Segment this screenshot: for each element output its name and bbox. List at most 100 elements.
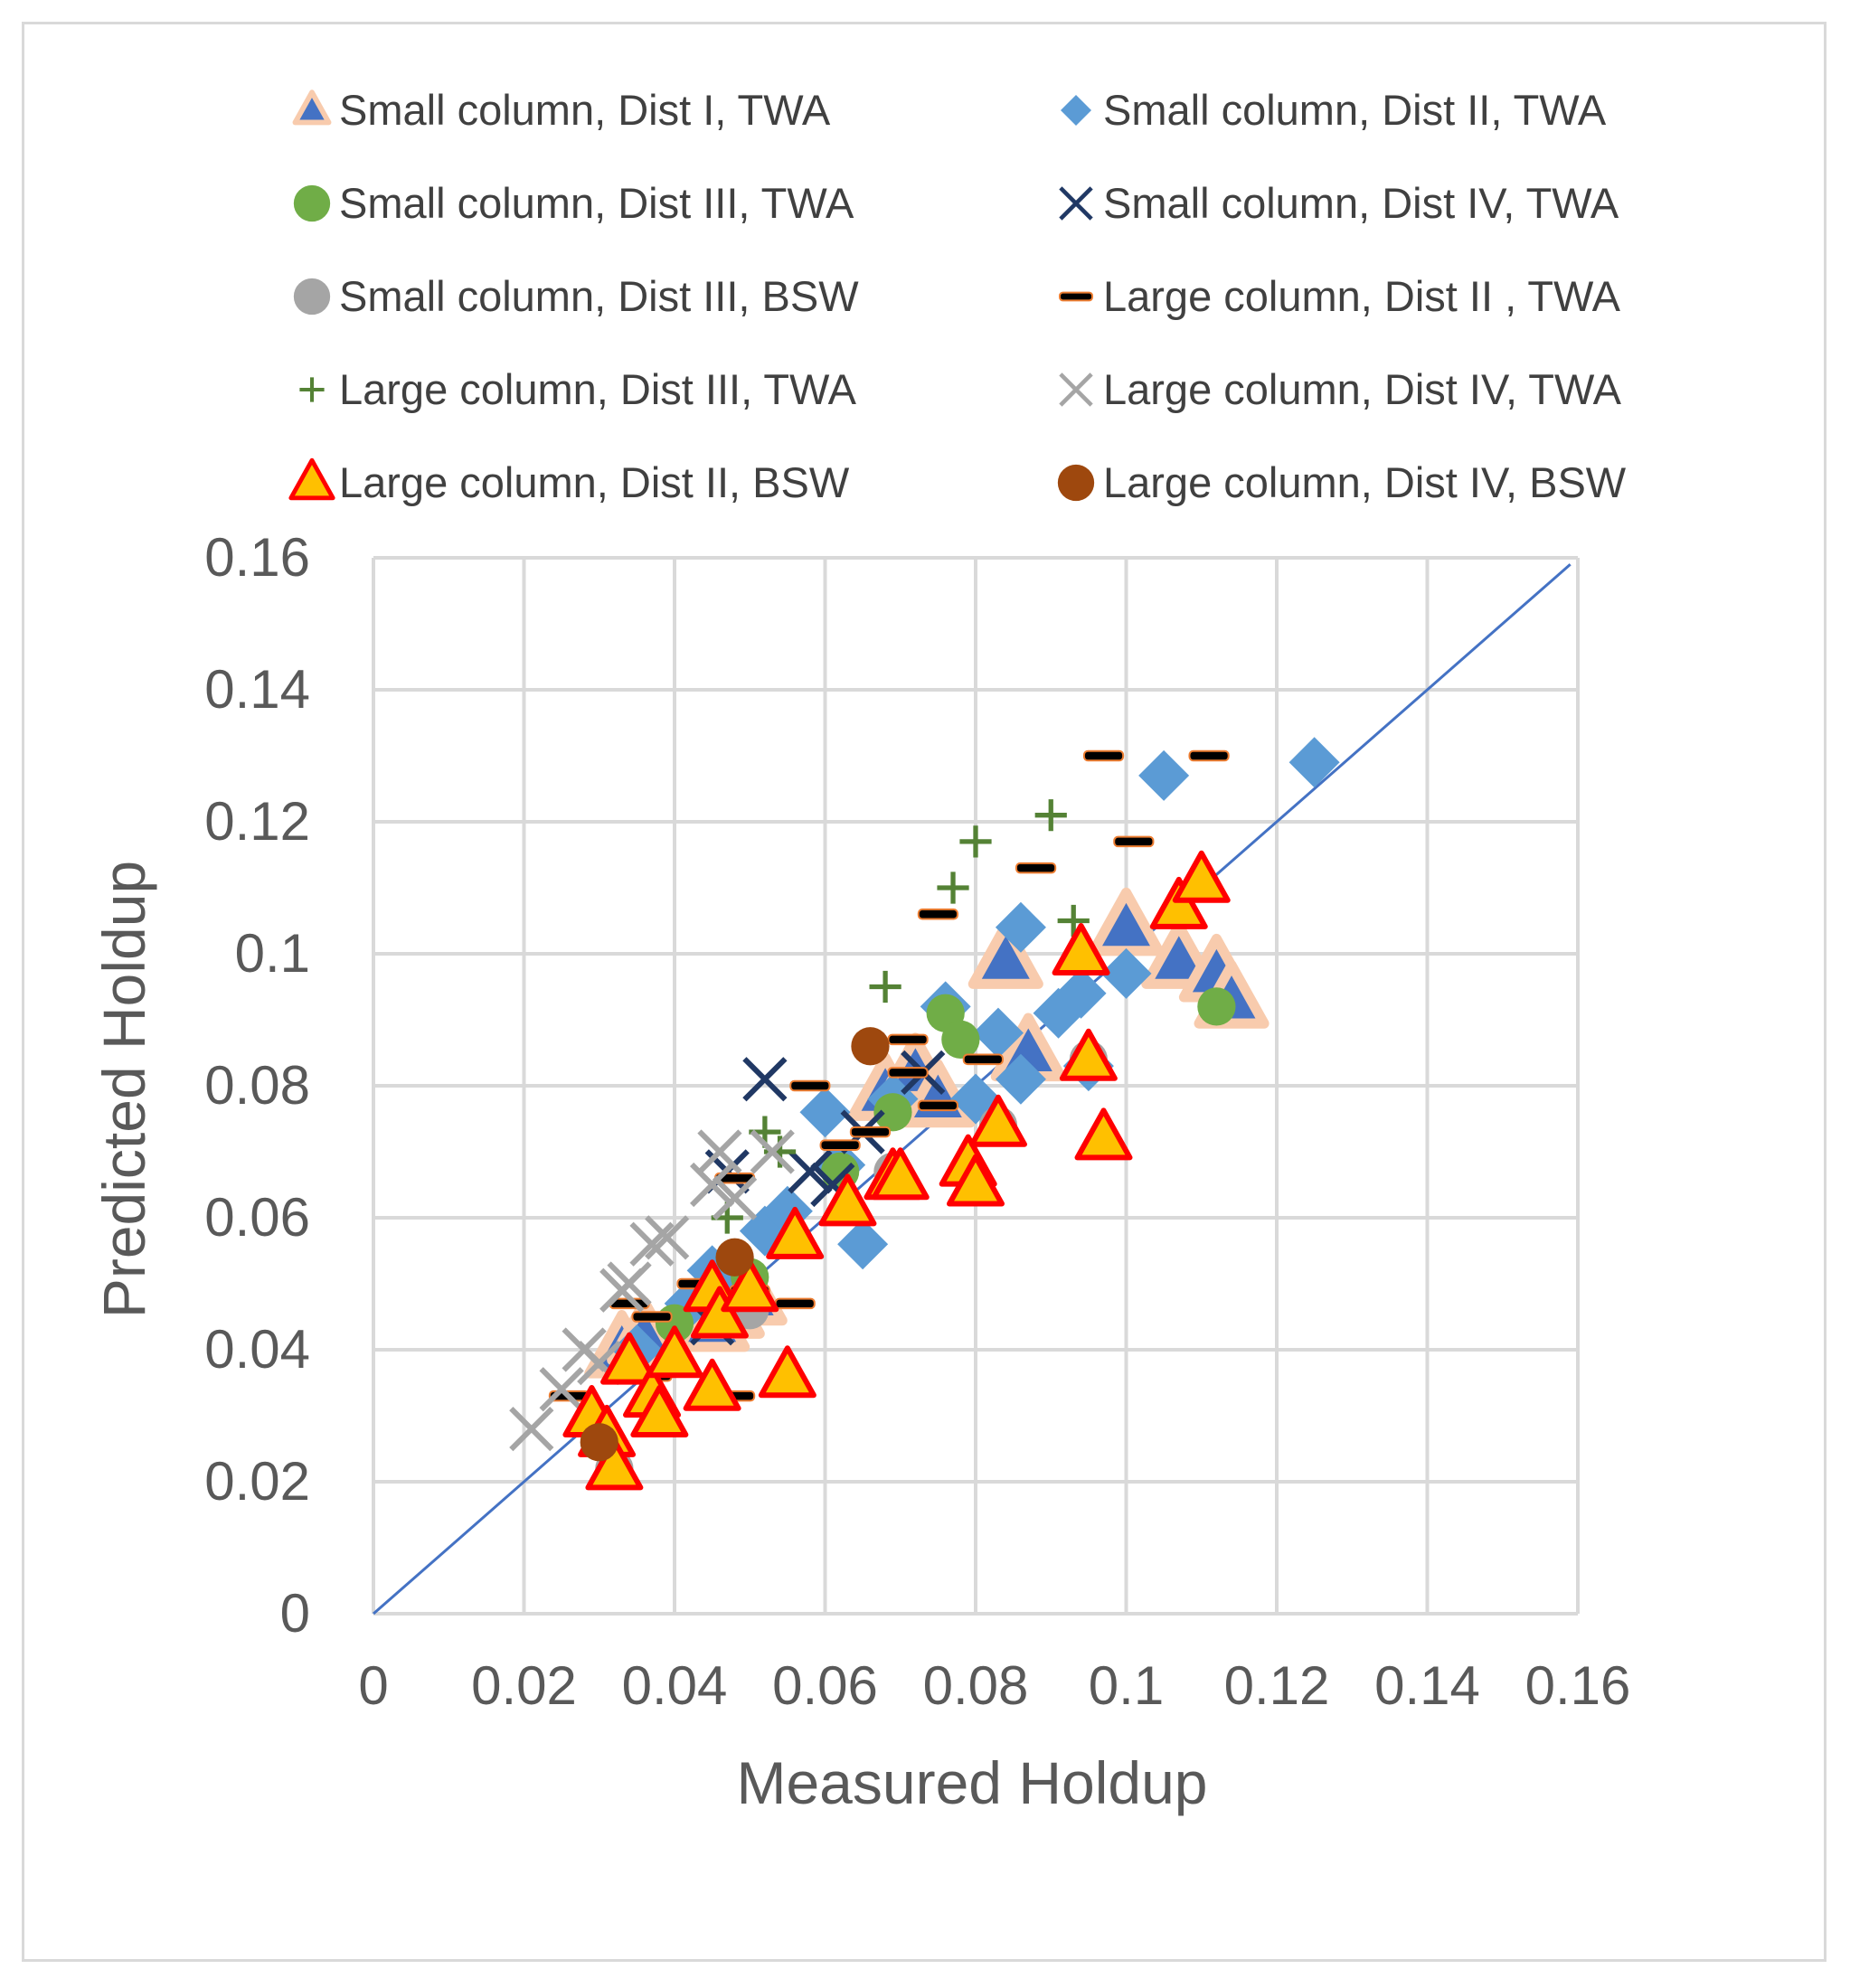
data-point	[697, 1129, 742, 1174]
data-point	[917, 1099, 958, 1112]
data-point	[766, 1206, 825, 1259]
legend-label: Small column, Dist I, TWA	[339, 86, 831, 134]
data-point	[849, 1126, 892, 1138]
data-point	[509, 1406, 554, 1452]
x-tick-label: 0.02	[471, 1655, 577, 1716]
x-axis-title: Measured Holdup	[737, 1749, 1208, 1816]
x-tick-label: 0.04	[622, 1655, 728, 1716]
x-tick-label: 0.08	[923, 1655, 1029, 1716]
data-point	[1057, 904, 1090, 937]
grid	[372, 556, 1580, 1616]
data-point	[837, 1219, 889, 1270]
data-point	[646, 1325, 703, 1379]
data-point	[788, 1149, 833, 1194]
legend: Small column, Dist I, TWA Small column, D…	[288, 86, 1627, 506]
legend-marker	[1059, 372, 1093, 407]
data-point	[1052, 923, 1110, 975]
x-tick-label: 0.1	[1089, 1655, 1164, 1716]
data-point	[585, 1437, 644, 1491]
data-point	[941, 1020, 980, 1060]
data-point	[995, 1053, 1046, 1105]
data-point	[631, 1311, 673, 1323]
legend-label: Small column, Dist III, TWA	[339, 179, 854, 227]
legend-marker	[293, 278, 331, 316]
y-axis-ticks: 0 0.02 0.04 0.06 0.08 0.1 0.12 0.14 0.16	[204, 527, 310, 1644]
legend-marker	[293, 184, 331, 222]
data-marks	[509, 737, 1340, 1491]
data-point	[1188, 749, 1230, 762]
legend-label: Small column, Dist II, TWA	[1103, 86, 1607, 134]
data-point	[947, 1154, 1005, 1207]
legend-label: Large column, Dist II , TWA	[1103, 272, 1621, 320]
data-point	[580, 1423, 618, 1462]
y-tick-label: 0.02	[204, 1451, 310, 1512]
y-tick-label: 0	[280, 1583, 310, 1644]
legend-marker	[292, 90, 332, 126]
data-point	[742, 1057, 788, 1102]
legend-marker	[288, 457, 335, 501]
y-tick-label: 0.14	[204, 659, 310, 720]
data-point	[995, 901, 1046, 953]
data-point	[1149, 876, 1208, 929]
y-tick-label: 0.08	[204, 1055, 310, 1116]
y-axis-title: Predicted Holdup	[90, 861, 157, 1318]
data-point	[629, 1221, 675, 1267]
x-axis-ticks: 0 0.02 0.04 0.06 0.08 0.1 0.12 0.14 0.16	[358, 1655, 1630, 1716]
data-point	[887, 1033, 929, 1046]
data-point	[690, 1286, 749, 1339]
data-point	[1138, 749, 1190, 801]
data-point	[799, 1087, 851, 1138]
legend-label: Large column, Dist II, BSW	[339, 458, 850, 506]
data-point	[750, 1129, 795, 1174]
data-point	[715, 1238, 754, 1277]
data-point	[645, 1215, 690, 1260]
data-point	[959, 825, 992, 858]
series-9	[580, 1027, 890, 1462]
data-point	[871, 1147, 930, 1201]
data-point	[917, 908, 958, 920]
data-point	[962, 1053, 1004, 1066]
data-point	[1100, 947, 1152, 999]
data-point	[1059, 1028, 1118, 1081]
data-point	[758, 1345, 816, 1399]
legend-marker	[1057, 464, 1095, 502]
legend-label: Small column, Dist IV, TWA	[1103, 179, 1619, 227]
x-tick-label: 0	[358, 1655, 388, 1716]
data-point	[1113, 835, 1155, 848]
data-point	[774, 1297, 816, 1310]
legend-marker	[1059, 186, 1093, 221]
y-tick-label: 0.04	[204, 1319, 310, 1380]
data-point	[1055, 967, 1107, 1019]
data-point	[1197, 987, 1236, 1026]
data-point	[937, 872, 969, 904]
data-point	[1088, 887, 1165, 956]
legend-marker	[1061, 95, 1091, 126]
data-point	[1288, 737, 1340, 788]
data-point	[818, 1173, 877, 1227]
data-point	[968, 1094, 1027, 1147]
data-point	[712, 1175, 758, 1220]
data-point	[1172, 850, 1231, 903]
x-tick-label: 0.12	[1224, 1655, 1330, 1716]
data-point	[972, 1007, 1024, 1059]
y-tick-label: 0.12	[204, 791, 310, 852]
data-point	[967, 920, 1043, 989]
legend-marker	[1059, 291, 1093, 302]
data-point	[630, 1385, 689, 1437]
y-tick-label: 0.16	[204, 527, 310, 588]
data-point	[819, 1139, 861, 1151]
data-point	[1034, 799, 1067, 832]
data-point	[1074, 1107, 1133, 1161]
chart-frame	[22, 22, 1826, 1962]
data-point	[1015, 862, 1057, 874]
legend-label: Large column, Dist III, TWA	[339, 365, 857, 413]
data-point	[683, 1358, 741, 1411]
data-point	[887, 1067, 929, 1079]
x-tick-label: 0.16	[1525, 1655, 1631, 1716]
legend-marker	[299, 377, 325, 402]
data-point	[1082, 749, 1125, 762]
legend-label: Large column, Dist IV, BSW	[1103, 458, 1627, 506]
data-point	[539, 1367, 584, 1412]
data-point	[869, 970, 901, 1003]
